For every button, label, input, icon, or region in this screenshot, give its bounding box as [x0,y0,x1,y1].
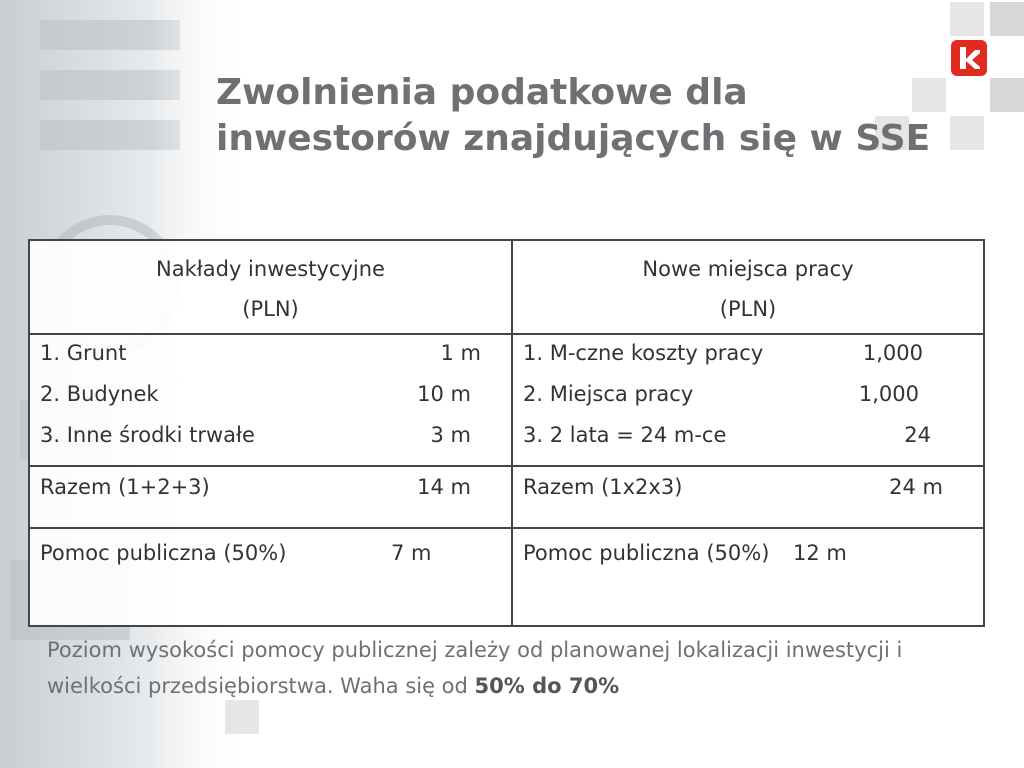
investment-aid-cell: Pomoc publiczna (50%) 7 m [28,527,513,627]
jobs-total-cell: Razem (1x2x3) 24 m [511,465,985,529]
footer-note: Poziom wysokości pomocy publicznej zależ… [47,638,903,698]
list-item: 2. Budynek 10 m [40,382,471,406]
table-row-total: Razem (1+2+3) 14 m Razem (1x2x3) 24 m [28,465,985,529]
tax-exemption-table: Nakłady inwestycyjne (PLN) Nowe miejsca … [28,239,985,627]
table-row-public-aid: Pomoc publiczna (50%) 7 m Pomoc publiczn… [28,527,985,627]
header-jobs: Nowe miejsca pracy (PLN) [511,239,985,335]
header-investment: Nakłady inwestycyjne (PLN) [28,239,513,335]
k-logo-icon [951,40,987,76]
investment-total-cell: Razem (1+2+3) 14 m [28,465,513,529]
title-line-2: inwestorów znajdujących się w SSE [216,118,931,159]
list-item: 1. M-czne koszty pracy 1,000 [523,341,923,365]
jobs-items-cell: 1. M-czne koszty pracy 1,000 2. Miejsca … [511,333,985,467]
investment-items-cell: 1. Grunt 1 m 2. Budynek 10 m 3. Inne śro… [28,333,513,467]
page-title: Zwolnienia podatkowe dla inwestorów znaj… [216,70,976,162]
list-item: 2. Miejsca pracy 1,000 [523,382,919,406]
title-line-1: Zwolnienia podatkowe dla [216,72,748,113]
table-row-items: 1. Grunt 1 m 2. Budynek 10 m 3. Inne śro… [28,333,985,467]
jobs-aid-cell: Pomoc publiczna (50%) 12 m [511,527,985,627]
list-item: 3. 2 lata = 24 m-ce 24 [523,423,931,447]
list-item: 3. Inne środki trwałe 3 m [40,423,471,447]
table-header-row: Nakłady inwestycyjne (PLN) Nowe miejsca … [28,239,985,335]
list-item: 1. Grunt 1 m [40,341,481,365]
footer-emphasis: 50% do 70% [474,674,620,698]
